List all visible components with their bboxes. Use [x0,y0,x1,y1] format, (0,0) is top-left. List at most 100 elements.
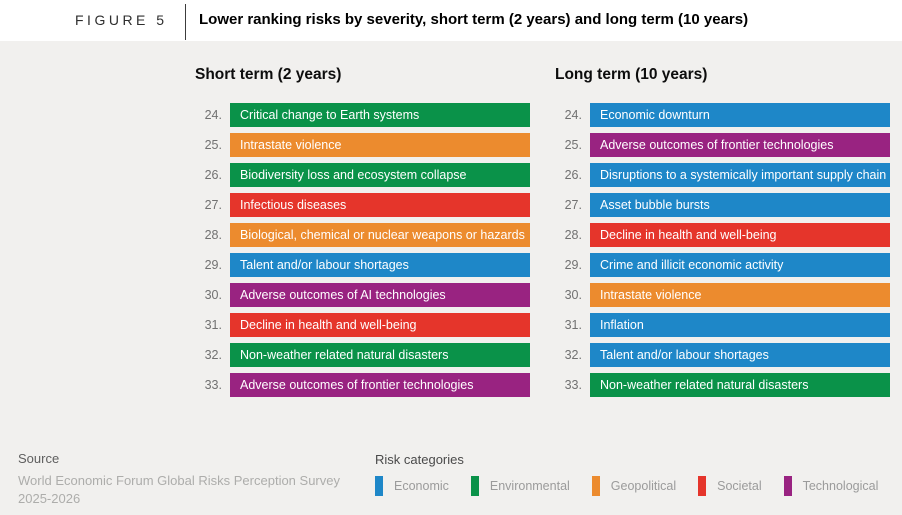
ranking-column: Short term (2 years) 24. Critical change… [195,66,530,403]
risk-rank: 29. [564,258,582,272]
risk-bar-environmental: Non-weather related natural disasters [590,373,890,397]
risk-row: 27. Asset bubble bursts [555,193,890,217]
source-line-2: 2025-2026 [18,491,81,506]
risk-rank: 25. [564,138,582,152]
legend-item: Geopolitical [591,476,677,496]
risk-row: 29. Talent and/or labour shortages [195,253,530,277]
risk-bar-economic: Crime and illicit economic activity [590,253,890,277]
legend-label: Geopolitical [610,479,677,493]
ranking-rows: 24. Economic downturn 25. Adverse outcom… [555,103,890,397]
risk-bar-technological: Adverse outcomes of frontier technologie… [590,133,890,157]
risk-label: Disruptions to a systemically important … [600,168,887,182]
risk-rank: 29. [204,258,222,272]
risk-row: 33. Non-weather related natural disaster… [555,373,890,397]
risk-label: Critical change to Earth systems [240,108,420,122]
risk-row: 26. Disruptions to a systemically import… [555,163,890,187]
risk-rank: 33. [204,378,222,392]
figure-label: FIGURE 5 [75,12,168,28]
risk-bar-geopolitical: Intrastate violence [230,133,530,157]
risk-row: 32. Talent and/or labour shortages [555,343,890,367]
risk-row: 24. Critical change to Earth systems [195,103,530,127]
risk-bar-technological: Adverse outcomes of AI technologies [230,283,530,307]
risk-label: Intrastate violence [600,288,702,302]
risk-label: Crime and illicit economic activity [600,258,784,272]
legend-label: Societal [717,479,762,493]
ranking-rows: 24. Critical change to Earth systems 25.… [195,103,530,397]
risk-bar-technological: Adverse outcomes of frontier technologie… [230,373,530,397]
legend-color-swatch [698,476,707,496]
risk-rank: 24. [204,108,222,122]
risk-bar-environmental: Non-weather related natural disasters [230,343,530,367]
risk-rank: 32. [564,348,582,362]
risk-label: Biodiversity loss and ecosystem collapse [240,168,467,182]
risk-label: Talent and/or labour shortages [240,258,409,272]
risk-rank: 27. [204,198,222,212]
legend-color-swatch [783,476,792,496]
risk-rank: 26. [204,168,222,182]
risk-row: 28. Decline in health and well-being [555,223,890,247]
risk-label: Biological, chemical or nuclear weapons … [240,228,525,242]
risk-label: Adverse outcomes of frontier technologie… [240,378,474,392]
risk-row: 32. Non-weather related natural disaster… [195,343,530,367]
risk-row: 31. Decline in health and well-being [195,313,530,337]
risk-label: Adverse outcomes of frontier technologie… [600,138,834,152]
risk-rank: 28. [204,228,222,242]
risk-rank: 24. [564,108,582,122]
risk-label: Asset bubble bursts [600,198,710,212]
source-label: Source [18,451,60,466]
risk-rank: 33. [564,378,582,392]
legend-item: Technological [783,476,879,496]
risk-row: 30. Adverse outcomes of AI technologies [195,283,530,307]
risk-bar-societal: Decline in health and well-being [230,313,530,337]
column-heading: Long term (10 years) [555,66,708,83]
risk-label: Decline in health and well-being [600,228,777,242]
risk-label: Non-weather related natural disasters [240,348,449,362]
legend-color-swatch [375,476,383,496]
risk-bar-geopolitical: Intrastate violence [590,283,890,307]
risk-label: Infectious diseases [240,198,347,212]
column-heading: Short term (2 years) [195,66,342,83]
risk-rank: 31. [564,318,582,332]
risk-row: 29. Crime and illicit economic activity [555,253,890,277]
risk-row: 26. Biodiversity loss and ecosystem coll… [195,163,530,187]
risk-bar-economic: Talent and/or labour shortages [590,343,890,367]
figure-title: Lower ranking risks by severity, short t… [199,11,749,28]
risk-bar-economic: Asset bubble bursts [590,193,890,217]
legend-label: Economic [394,479,449,493]
legend-label: Environmental [489,479,570,493]
legend-title: Risk categories [375,452,464,467]
risk-label: Decline in health and well-being [240,318,417,332]
risk-row: 28. Biological, chemical or nuclear weap… [195,223,530,247]
risk-row: 27. Infectious diseases [195,193,530,217]
risk-row: 33. Adverse outcomes of frontier technol… [195,373,530,397]
risk-rank: 26. [564,168,582,182]
risk-rank: 31. [204,318,222,332]
risk-label: Inflation [600,318,644,332]
ranking-columns: Short term (2 years) 24. Critical change… [195,66,890,403]
header-divider [185,4,186,40]
figure-header: FIGURE 5 Lower ranking risks by severity… [0,0,902,41]
risk-rank: 25. [204,138,222,152]
source-line-1: World Economic Forum Global Risks Percep… [18,473,340,488]
risk-rank: 27. [564,198,582,212]
risk-bar-economic: Inflation [590,313,890,337]
risk-row: 30. Intrastate violence [555,283,890,307]
legend-label: Technological [802,479,879,493]
risk-bar-geopolitical: Biological, chemical or nuclear weapons … [230,223,530,247]
risk-rank: 30. [204,288,222,302]
risk-rank: 32. [204,348,222,362]
risk-row: 24. Economic downturn [555,103,890,127]
risk-label: Intrastate violence [240,138,342,152]
ranking-column: Long term (10 years) 24. Economic downtu… [555,66,890,403]
legend-item: Environmental [470,476,570,496]
risk-row: 25. Adverse outcomes of frontier technol… [555,133,890,157]
legend-items: Economic Environmental Geopolitical Soci… [375,476,900,496]
risk-categories-legend: Risk categories Economic Environmental G… [375,452,900,496]
risk-rank: 30. [564,288,582,302]
legend-item: Societal [698,476,762,496]
source-block: Source World Economic Forum Global Risks… [18,451,358,508]
risk-bar-economic: Economic downturn [590,103,890,127]
legend-item: Economic [375,476,449,496]
risk-rank: 28. [564,228,582,242]
